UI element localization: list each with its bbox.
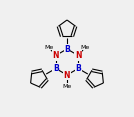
Text: Me: Me — [62, 84, 72, 88]
Text: N: N — [53, 51, 59, 60]
Text: B: B — [53, 64, 59, 73]
Text: N: N — [75, 51, 81, 60]
Text: Me: Me — [44, 45, 53, 50]
Text: N: N — [64, 71, 70, 79]
Text: Me: Me — [81, 45, 90, 50]
Text: B: B — [64, 44, 70, 53]
Text: B: B — [75, 64, 81, 73]
